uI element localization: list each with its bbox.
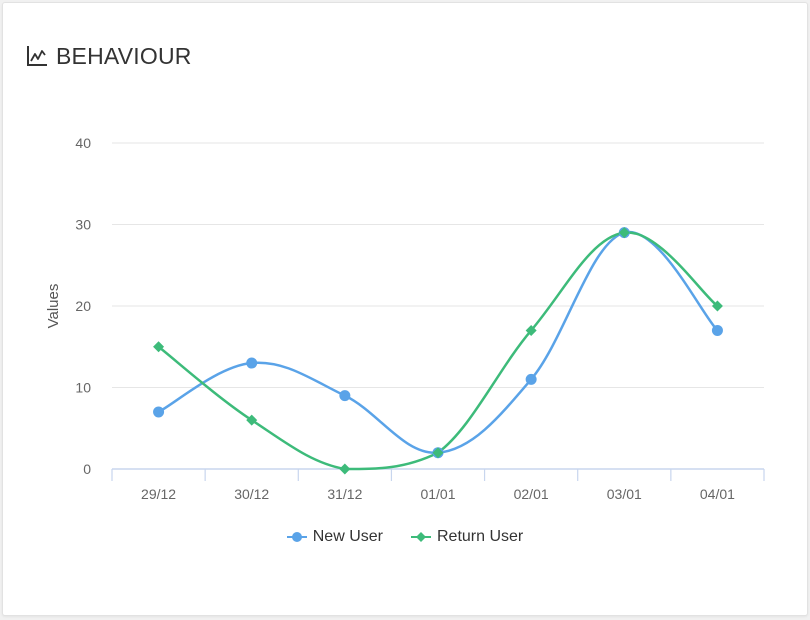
series-layer [153, 227, 723, 475]
new-user-point[interactable] [153, 406, 165, 418]
card-title: BEHAVIOUR [56, 43, 192, 69]
return-user-point[interactable] [432, 447, 444, 459]
legend-label-new-user: New User [312, 528, 383, 545]
legend-label-return-user: Return User [436, 528, 524, 545]
y-tick-label: 10 [75, 380, 91, 396]
circle-marker-icon [286, 532, 307, 542]
line-chart-icon [26, 45, 48, 67]
behaviour-chart: 0 10 20 30 40 29/12 30/12 31/12 01/01 02/01 03/01… [45, 135, 765, 502]
x-tick-labels: 29/12 30/12 31/12 01/01 02/01 03/01 04/01 [141, 486, 735, 502]
series-line-return-user [157, 231, 719, 471]
x-tick-label: 29/12 [141, 486, 176, 502]
y-tick-label: 20 [75, 298, 91, 314]
series-line-new-user [157, 231, 719, 454]
y-axis-title: Values [45, 284, 62, 329]
return-user-point[interactable] [153, 341, 165, 353]
y-tick-label: 30 [75, 217, 91, 233]
new-user-point[interactable] [339, 390, 351, 402]
y-axis: 0 10 20 30 40 [75, 135, 91, 477]
legend: New User Return User [0, 528, 810, 546]
x-tick-label: 03/01 [607, 486, 642, 502]
return-user-point[interactable] [618, 227, 630, 239]
new-user-point[interactable] [525, 373, 537, 385]
x-tick-label: 04/01 [700, 486, 735, 502]
diamond-marker-icon [410, 532, 431, 542]
return-user-point[interactable] [246, 414, 258, 426]
x-tick-label: 31/12 [327, 486, 362, 502]
new-user-point[interactable] [246, 357, 258, 369]
return-user-point[interactable] [525, 324, 537, 336]
legend-item-return-user[interactable]: Return User [410, 528, 524, 546]
new-user-point[interactable] [711, 324, 723, 336]
x-tick-label: 01/01 [420, 486, 455, 502]
x-tick-label: 30/12 [234, 486, 269, 502]
y-tick-label: 0 [83, 461, 91, 477]
return-user-point[interactable] [339, 463, 351, 475]
gridlines [112, 142, 764, 388]
x-axis [111, 468, 765, 481]
y-tick-label: 40 [75, 135, 91, 151]
card-header: BEHAVIOUR [26, 42, 192, 70]
return-user-point[interactable] [711, 300, 723, 312]
x-tick-label: 02/01 [514, 486, 549, 502]
legend-item-new-user[interactable]: New User [286, 528, 383, 546]
